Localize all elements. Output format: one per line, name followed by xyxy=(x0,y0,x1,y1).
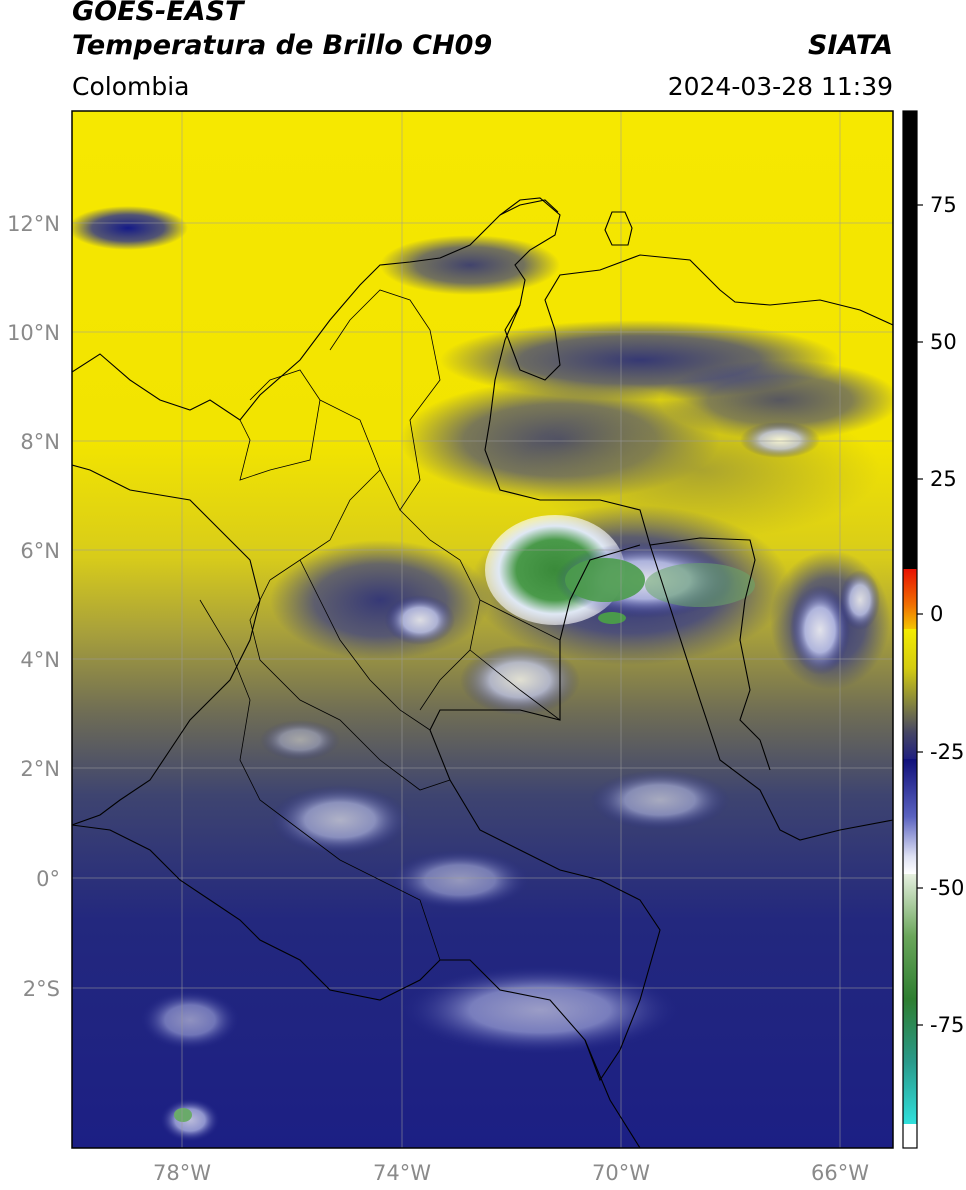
map-frame xyxy=(71,110,894,1149)
lat-label: 0° xyxy=(36,867,60,891)
lat-label: 4°N xyxy=(20,648,60,672)
title-product: Temperatura de Brillo CH09 xyxy=(72,30,493,61)
colorbar: 75 50 25 0 -25 -50 -75 xyxy=(902,110,964,1149)
lat-label: 10°N xyxy=(7,321,60,345)
brazil-border xyxy=(649,544,893,841)
colorbar-tick-label: -75 xyxy=(930,1013,964,1037)
colorbar-tick-label: -25 xyxy=(930,740,964,764)
datetime-label: 2024-03-28 11:39 xyxy=(667,72,893,101)
colorbar-tick-label: 50 xyxy=(930,330,957,354)
country-borders xyxy=(72,197,893,1148)
caribbean-coast xyxy=(72,197,893,421)
lat-label: 2°S xyxy=(23,977,60,1001)
brightness-temperature-field xyxy=(72,111,893,1148)
colorbar-tick-label: -50 xyxy=(930,876,964,900)
lat-label: 2°N xyxy=(20,757,60,781)
colorbar-tick-label: 25 xyxy=(930,467,957,491)
region-label: Colombia xyxy=(72,72,190,101)
brand-label: SIATA xyxy=(807,30,893,61)
lon-label: 78°W xyxy=(153,1161,211,1185)
paraguana xyxy=(604,211,633,246)
lat-label: 6°N xyxy=(20,539,60,563)
colorbar-tick-label: 75 xyxy=(930,193,957,217)
colombia-south-border xyxy=(72,544,661,1082)
lon-label: 70°W xyxy=(592,1161,650,1185)
dept-borders xyxy=(199,289,561,961)
guajira-peninsula xyxy=(499,199,559,216)
lon-label: 66°W xyxy=(811,1161,869,1185)
lon-label: 74°W xyxy=(373,1161,431,1185)
peru-border xyxy=(584,1039,641,1148)
longitude-labels: 78°W 74°W 70°W 66°W xyxy=(153,1161,869,1185)
graticule xyxy=(72,111,893,1148)
lat-label: 12°N xyxy=(7,212,60,236)
lat-label: 8°N xyxy=(20,430,60,454)
colorbar-tick-label: 0 xyxy=(930,602,943,626)
title-satellite: GOES-EAST xyxy=(72,0,244,27)
latitude-labels: 12°N 10°N 8°N 6°N 4°N 2°N 0° 2°S xyxy=(7,212,60,1001)
